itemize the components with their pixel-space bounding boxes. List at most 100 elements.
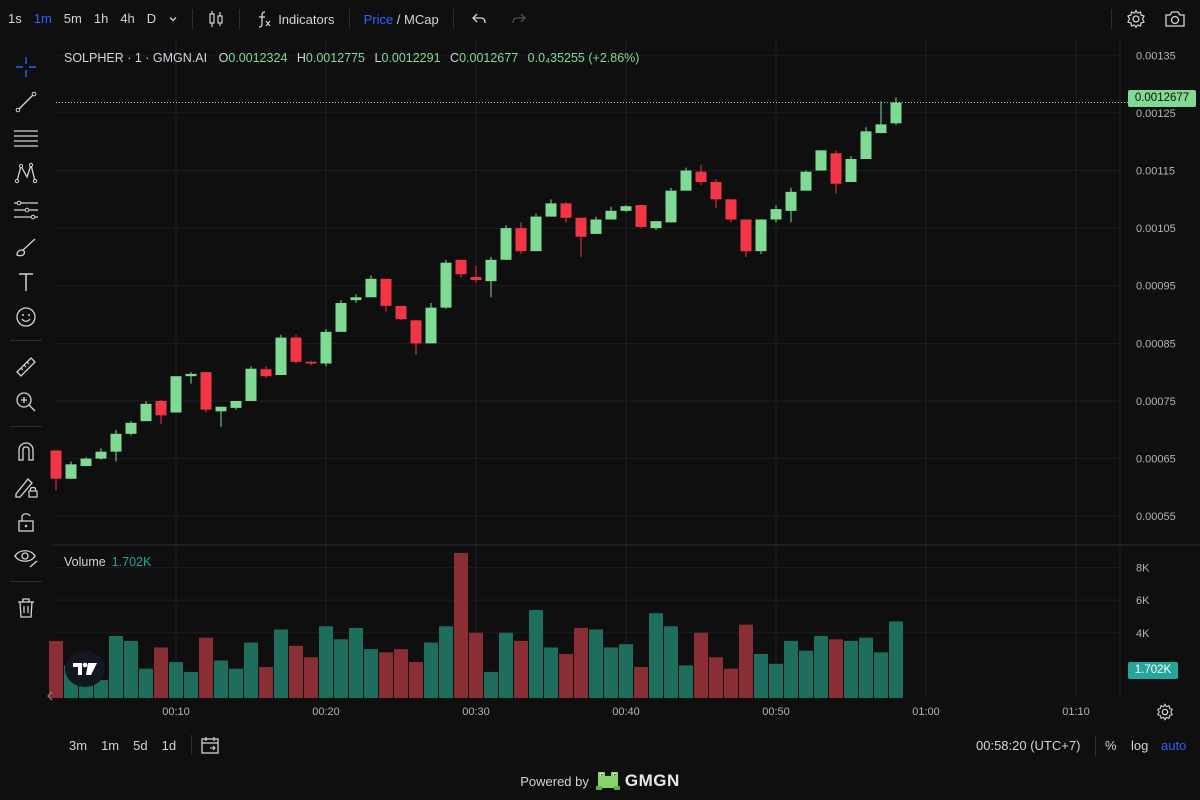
candle-body — [875, 124, 887, 134]
time-axis: 00:10 00:20 00:30 00:40 00:50 01:00 01:10 — [162, 706, 1090, 718]
indicators-label: Indicators — [278, 11, 335, 27]
volume-tick-label: 6K — [1136, 595, 1150, 607]
lock-drawing-pencil-icon[interactable] — [12, 473, 40, 501]
candle-body — [170, 376, 182, 413]
volume-tick-label: 8K — [1136, 563, 1150, 575]
goto-date-calendar-icon[interactable] — [200, 726, 220, 764]
gmgn-brand: GMGN — [624, 771, 680, 790]
volume-bar — [439, 626, 453, 698]
percent-scale-toggle[interactable]: % — [1105, 738, 1117, 753]
gmgn-frog-logo-icon — [595, 772, 620, 790]
volume-bar — [244, 642, 258, 698]
redo-icon[interactable] — [504, 0, 534, 38]
camera-snapshot-icon[interactable] — [1158, 0, 1192, 38]
volume-axis: 8K 6K 4K — [1136, 563, 1150, 640]
range-1m[interactable]: 1m — [101, 737, 120, 753]
fib-retracement-icon[interactable] — [12, 196, 40, 224]
candle-body — [650, 221, 662, 229]
price-tick-label: 0.00075 — [1136, 396, 1176, 408]
price-chart[interactable]: 0.00135 0.00125 0.00115 0.00105 0.00095 0.000… — [0, 38, 1200, 728]
volume-bar — [544, 647, 558, 698]
high-key: H — [296, 51, 306, 65]
toolbar-separator — [239, 9, 241, 29]
range-5d[interactable]: 5d — [133, 737, 148, 753]
volume-bar — [124, 640, 138, 698]
undo-icon[interactable] — [464, 0, 494, 38]
tools-separator — [10, 426, 42, 427]
candle-body — [380, 278, 392, 306]
candle-body — [290, 337, 302, 362]
candle-body — [845, 158, 857, 183]
volume-bar — [424, 642, 438, 698]
timezone-clock[interactable]: 00:58:20 (UTC+7) — [976, 738, 1081, 753]
timeframe-4h[interactable]: 4h — [120, 11, 135, 26]
bottom-toolbar: 3m 1m 5d 1d — [0, 728, 1200, 762]
candle-body — [275, 337, 287, 376]
trash-delete-icon[interactable] — [12, 594, 40, 622]
settings-gear-icon[interactable] — [1120, 0, 1152, 38]
volume-legend: Volume 1.702K — [64, 555, 151, 569]
zoom-in-icon[interactable] — [12, 388, 40, 416]
mcap-mode-label[interactable]: MCap — [404, 11, 439, 27]
tools-separator — [10, 581, 42, 582]
candle-body — [140, 403, 152, 422]
toolbar-separator — [452, 9, 454, 29]
auto-scale-toggle[interactable]: auto — [1161, 738, 1187, 753]
unlock-icon[interactable] — [12, 508, 40, 536]
trend-line-icon[interactable] — [12, 88, 40, 116]
ohlc-legend: SOLPHER · 1 · GMGN.AI O0.0012324 H0.0012… — [64, 51, 645, 65]
volume-bar — [799, 650, 813, 698]
crosshair-icon[interactable] — [12, 53, 40, 81]
candle-body — [110, 433, 122, 452]
timeframe-5m[interactable]: 5m — [63, 11, 82, 26]
magnet-icon[interactable] — [12, 438, 40, 466]
timeframe-1m[interactable]: 1m — [33, 11, 52, 26]
volume-bar — [109, 636, 123, 698]
brush-icon[interactable] — [12, 233, 40, 261]
candle-body — [665, 190, 677, 223]
candle-body — [425, 307, 437, 344]
volume-label: Volume — [64, 555, 106, 569]
volume-value: 1.702K — [111, 555, 152, 569]
timeframe-1h[interactable]: 1h — [93, 11, 109, 26]
candle-body — [485, 259, 497, 282]
price-tick-label: 0.00115 — [1136, 166, 1175, 178]
ruler-measure-icon[interactable] — [12, 353, 40, 381]
low-key: L — [374, 51, 382, 65]
volume-bar — [694, 632, 708, 698]
symbol-title[interactable]: SOLPHER · 1 · GMGN.AI — [64, 51, 208, 65]
volume-bar — [784, 640, 798, 698]
volume-bar — [634, 667, 648, 698]
volume-bar — [514, 640, 528, 698]
price-mcap-toggle[interactable]: Price / MCap — [358, 0, 445, 38]
tradingview-logo-icon[interactable] — [65, 651, 105, 687]
indicators-button[interactable]: Indicators — [248, 0, 340, 38]
chart-type-candles-icon[interactable] — [201, 0, 231, 38]
candles — [50, 97, 902, 491]
price-mode-label[interactable]: Price — [363, 11, 394, 27]
last-price-tag: 0.0012677 — [1128, 90, 1196, 107]
time-axis-settings-gear-icon[interactable] — [1156, 703, 1174, 721]
candle-body — [410, 320, 422, 344]
pattern-tool-icon[interactable] — [12, 159, 40, 187]
horizontal-lines-icon[interactable] — [12, 124, 40, 152]
candle-body — [260, 369, 272, 377]
candle-body — [680, 170, 692, 191]
emoji-smiley-icon[interactable] — [12, 303, 40, 331]
toolbar-separator — [191, 735, 193, 755]
hide-eye-icon[interactable] — [12, 543, 40, 571]
candle-body — [80, 458, 92, 467]
candle-body — [125, 422, 137, 434]
text-tool-icon[interactable] — [12, 268, 40, 296]
top-toolbar: 1s 1m 5m 1h 4h D Indicators Price / MCap — [0, 0, 1200, 38]
candle-body — [725, 199, 737, 220]
log-scale-toggle[interactable]: log — [1131, 738, 1149, 753]
volume-bar — [199, 637, 213, 698]
last-volume-tag: 1.702K — [1128, 662, 1178, 679]
timeframe-d[interactable]: D — [146, 11, 157, 26]
range-1d[interactable]: 1d — [161, 737, 177, 753]
timeframe-dropdown-chevron-icon[interactable] — [162, 0, 184, 38]
range-3m[interactable]: 3m — [69, 737, 88, 753]
scroll-left-chevron-icon[interactable] — [46, 691, 54, 701]
timeframe-1s[interactable]: 1s — [8, 11, 22, 26]
